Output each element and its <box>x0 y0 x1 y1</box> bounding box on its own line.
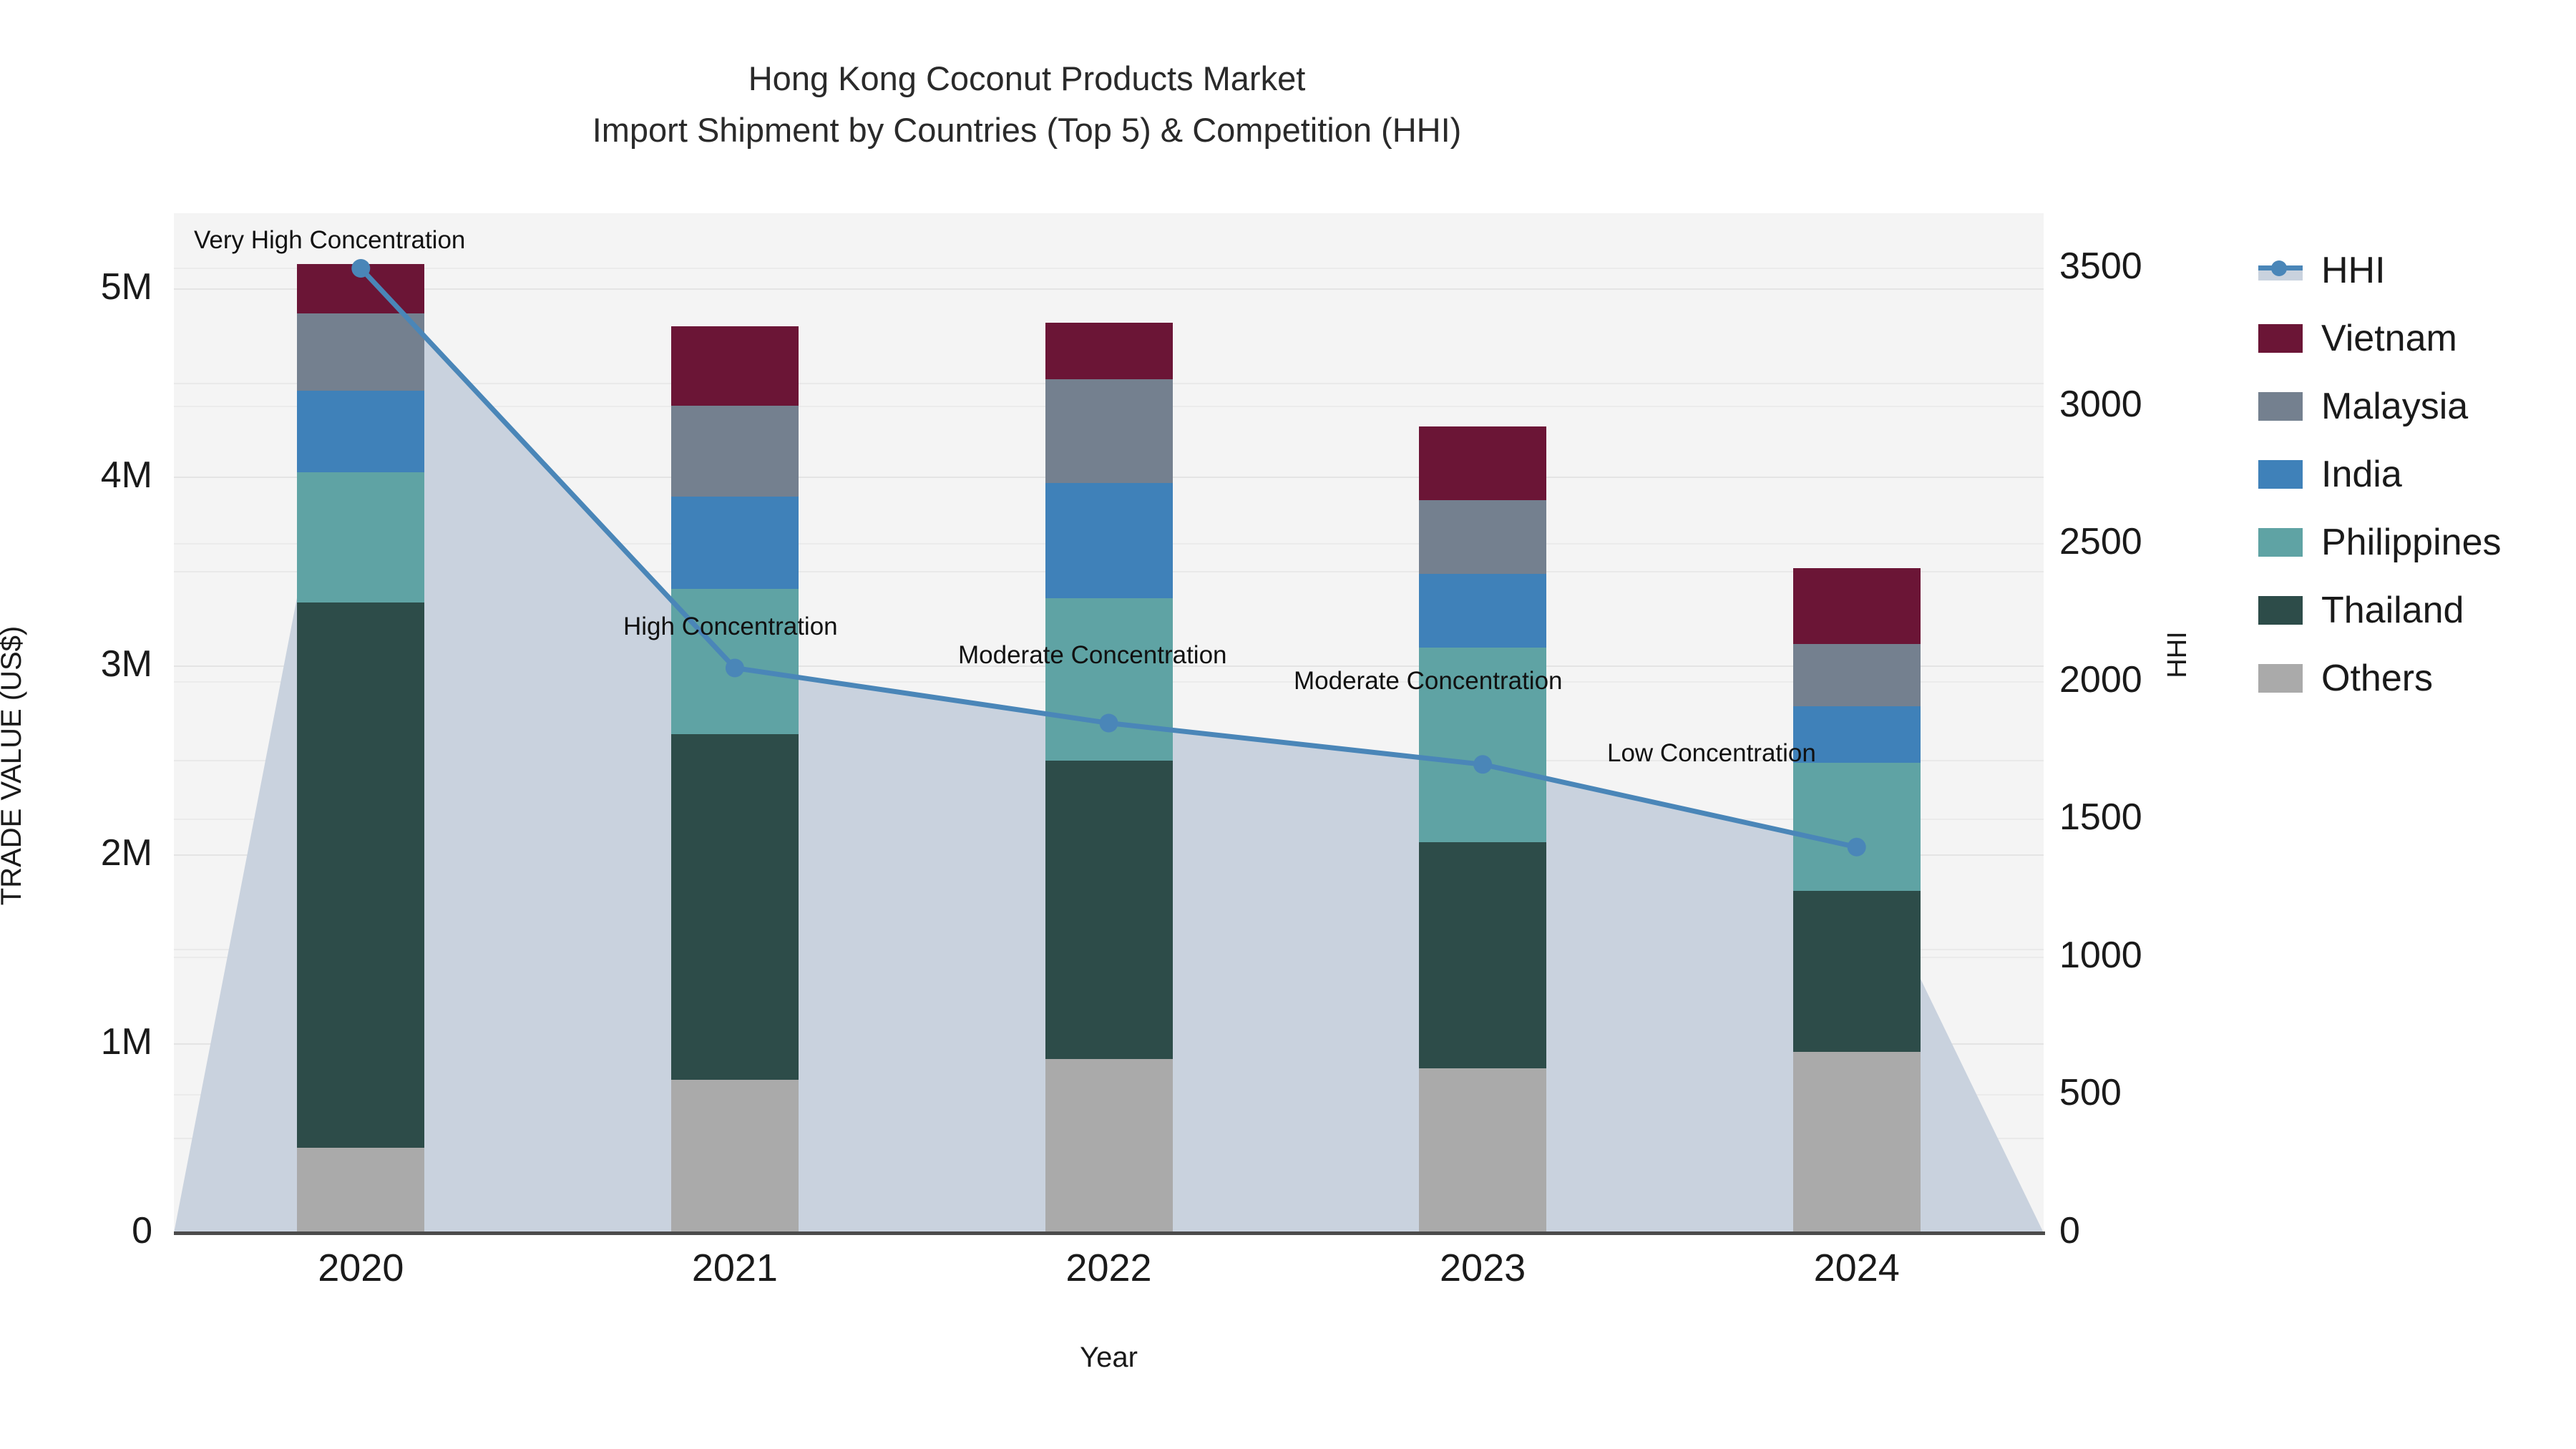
hhi-annotation: Very High Concentration <box>194 226 466 254</box>
bar-segment-thailand[interactable] <box>1792 891 1921 1052</box>
legend-item-malaysia[interactable]: Malaysia <box>2258 372 2502 440</box>
x-axis-label: Year <box>1080 1342 1138 1373</box>
bar-segment-thailand[interactable] <box>297 602 425 1148</box>
bar-segment-india[interactable] <box>670 496 799 590</box>
y-axis-left-tick-label: 3M <box>100 643 152 686</box>
plot-inner: Very High Concentration High Concentratio… <box>174 213 2044 1234</box>
x-axis-tick-label-2024: 2024 <box>1813 1246 1900 1289</box>
legend-marker-dot-icon <box>2271 260 2287 276</box>
bar-segment-vietnam[interactable] <box>1419 426 1547 501</box>
bar-stack[interactable] <box>1792 213 1921 1233</box>
legend-swatch-malaysia-icon <box>2258 391 2303 421</box>
bar-segment-malaysia[interactable] <box>297 313 425 391</box>
legend-label: Thailand <box>2321 589 2464 631</box>
y-axis-left-tick-label: 0 <box>132 1210 152 1252</box>
legend-swatch-line-icon <box>2258 256 2303 285</box>
bar-segment-others[interactable] <box>670 1080 799 1233</box>
bar-segment-others[interactable] <box>297 1148 425 1233</box>
y-axis-right-tick-label: 1500 <box>2059 796 2142 839</box>
chart-legend: HHI Vietnam Malaysia India Philippines Thaila… <box>2258 236 2502 712</box>
legend-swatch-thailand-icon <box>2258 595 2303 625</box>
bar-stack[interactable] <box>1045 213 1173 1233</box>
bar-segment-others[interactable] <box>1045 1059 1173 1233</box>
bar-segment-vietnam[interactable] <box>297 264 425 313</box>
bar-segment-malaysia[interactable] <box>1792 643 1921 706</box>
y-axis-right-tick-label: 3000 <box>2059 383 2142 425</box>
y-axis-left-tick-label: 2M <box>100 832 152 874</box>
hhi-annotation: Moderate Concentration <box>958 641 1227 669</box>
bar-segment-philippines[interactable] <box>1045 598 1173 761</box>
bar-segment-malaysia[interactable] <box>1419 500 1547 575</box>
x-axis-line <box>174 1231 2045 1235</box>
x-axis-tick-label-2021: 2021 <box>691 1246 778 1289</box>
bar-segment-malaysia[interactable] <box>1045 379 1173 484</box>
x-axis-tick-label-2022: 2022 <box>1065 1246 1152 1289</box>
legend-item-vietnam[interactable]: Vietnam <box>2258 304 2502 372</box>
x-axis-tick-label-2020: 2020 <box>318 1246 404 1289</box>
hhi-annotation: High Concentration <box>623 613 838 640</box>
bar-stack[interactable] <box>670 213 799 1233</box>
chart-title-line-2: Import Shipment by Countries (Top 5) & C… <box>592 111 1462 149</box>
bar-segment-philippines[interactable] <box>297 472 425 602</box>
y-axis-right-tick-label: 2500 <box>2059 521 2142 563</box>
bar-segment-vietnam[interactable] <box>1792 568 1921 644</box>
bar-segment-india[interactable] <box>297 391 425 472</box>
y-axis-right-tick-label: 1000 <box>2059 934 2142 976</box>
legend-label: Vietnam <box>2321 317 2457 359</box>
bar-segment-india[interactable] <box>1045 483 1173 599</box>
legend-swatch-philippines-icon <box>2258 527 2303 557</box>
legend-label: Malaysia <box>2321 385 2469 427</box>
bar-segment-vietnam[interactable] <box>670 326 799 406</box>
legend-item-hhi[interactable]: HHI <box>2258 236 2502 304</box>
plot-area: Very High Concentration High Concentratio… <box>174 213 2044 1234</box>
y-axis-left-tick-label: 4M <box>100 454 152 497</box>
legend-swatch-india-icon <box>2258 459 2303 489</box>
legend-item-thailand[interactable]: Thailand <box>2258 576 2502 644</box>
bar-segment-thailand[interactable] <box>1419 841 1547 1069</box>
bar-segment-others[interactable] <box>1419 1068 1547 1233</box>
legend-swatch-others-icon <box>2258 663 2303 693</box>
bar-stack[interactable] <box>1419 213 1547 1233</box>
legend-label: HHI <box>2321 249 2386 291</box>
y-axis-right-tick-label: 2000 <box>2059 658 2142 701</box>
bar-stack[interactable] <box>297 213 425 1233</box>
x-axis-tick-label-2023: 2023 <box>1440 1246 1526 1289</box>
y-axis-left-tick-label: 1M <box>100 1021 152 1063</box>
chart-title: Hong Kong Coconut Products Market Import… <box>0 53 2054 156</box>
bar-segment-thailand[interactable] <box>670 734 799 1080</box>
legend-item-india[interactable]: India <box>2258 440 2502 508</box>
y-axis-left-tick-label: 5M <box>100 265 152 308</box>
hhi-annotation: Moderate Concentration <box>1294 667 1563 695</box>
legend-label: Philippines <box>2321 521 2502 563</box>
legend-item-philippines[interactable]: Philippines <box>2258 508 2502 576</box>
legend-label: Others <box>2321 657 2434 699</box>
bar-segment-malaysia[interactable] <box>670 406 799 497</box>
y-axis-right-tick-label: 3500 <box>2059 245 2142 288</box>
bar-segment-india[interactable] <box>1419 574 1547 648</box>
bar-segment-vietnam[interactable] <box>1045 323 1173 380</box>
y-axis-right-tick-label: 0 <box>2059 1210 2080 1252</box>
legend-item-others[interactable]: Others <box>2258 644 2502 712</box>
y-axis-right-tick-label: 500 <box>2059 1072 2122 1114</box>
y-axis-left-label: TRADE VALUE (US$) <box>0 625 27 906</box>
legend-label: India <box>2321 453 2402 495</box>
hhi-annotation: Low Concentration <box>1607 739 1816 767</box>
bar-segment-philippines[interactable] <box>1792 762 1921 892</box>
bar-segment-thailand[interactable] <box>1045 761 1173 1060</box>
bar-segment-others[interactable] <box>1792 1051 1921 1233</box>
legend-swatch-vietnam-icon <box>2258 323 2303 353</box>
chart-title-line-1: Hong Kong Coconut Products Market <box>748 59 1306 97</box>
bar-segment-philippines[interactable] <box>670 589 799 735</box>
y-axis-right-label: HHI <box>2162 631 2192 678</box>
